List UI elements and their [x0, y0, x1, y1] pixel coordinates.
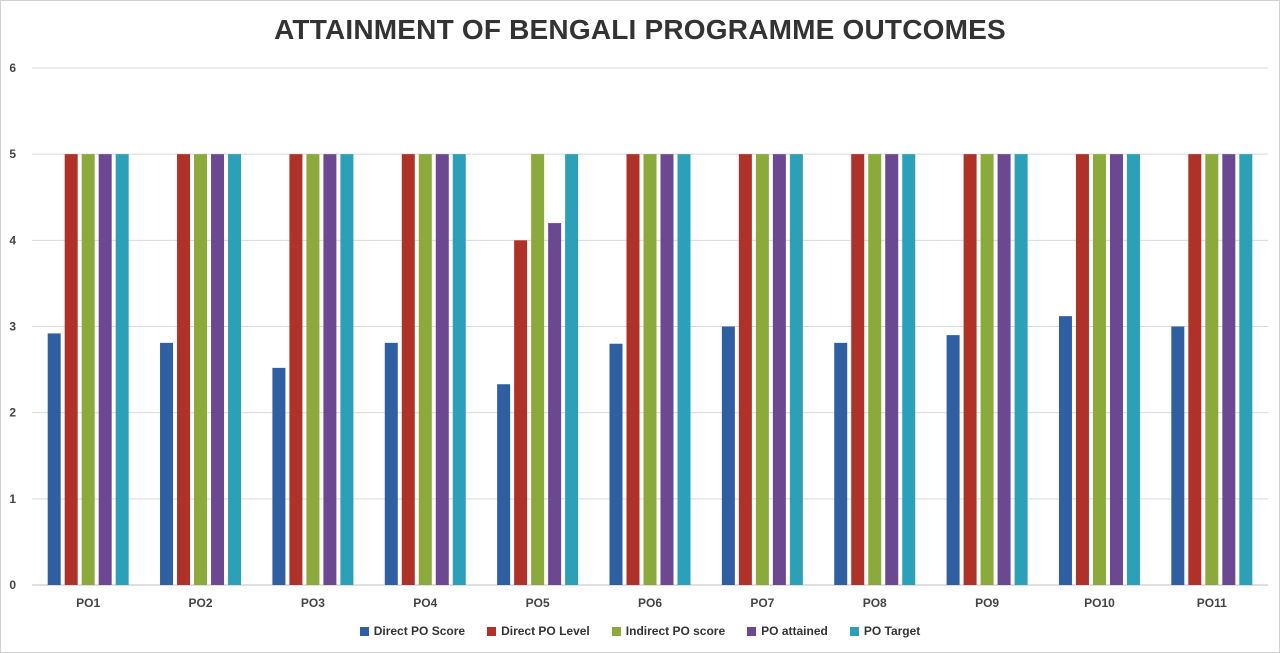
- bar-po8-series-1: [834, 342, 848, 585]
- legend-label: PO Target: [863, 624, 921, 638]
- bar-po8-series-3: [868, 154, 882, 585]
- x-tick-label: PO7: [750, 596, 774, 610]
- x-tick-label: PO3: [301, 596, 325, 610]
- bar-po11-series-4: [1222, 154, 1236, 585]
- bar-po5-series-5: [565, 154, 579, 585]
- bar-po2-series-2: [177, 154, 191, 585]
- y-tick-label: 3: [9, 320, 16, 334]
- bar-po5-series-2: [514, 240, 528, 586]
- bar-po6-series-1: [609, 343, 623, 585]
- bar-po3-series-4: [323, 154, 337, 585]
- bar-po1-series-1: [47, 333, 61, 585]
- bar-po11-series-2: [1188, 154, 1202, 585]
- bar-po9-series-1: [946, 335, 960, 585]
- legend-item: Indirect PO score: [611, 624, 726, 638]
- bar-po3-series-5: [340, 154, 354, 585]
- bar-po8-series-2: [851, 154, 865, 585]
- x-tick-label: PO2: [189, 596, 213, 610]
- bar-po1-series-3: [81, 154, 95, 585]
- bar-po4-series-5: [452, 154, 466, 585]
- x-tick-label: PO4: [413, 596, 437, 610]
- bar-po10-series-1: [1058, 316, 1072, 585]
- legend-label: Direct PO Level: [501, 624, 590, 638]
- bar-po9-series-5: [1014, 154, 1028, 585]
- bar-po9-series-2: [963, 154, 977, 585]
- x-tick-label: PO9: [975, 596, 999, 610]
- bar-po6-series-2: [626, 154, 640, 585]
- legend-swatch: [849, 626, 859, 636]
- bar-po9-series-3: [980, 154, 994, 585]
- bar-po7-series-3: [755, 154, 769, 585]
- bar-po3-series-2: [289, 154, 303, 585]
- bar-po11-series-1: [1171, 326, 1185, 585]
- x-tick-label: PO1: [76, 596, 100, 610]
- bar-po7-series-5: [789, 154, 803, 585]
- bar-po6-series-4: [660, 154, 674, 585]
- x-tick-label: PO11: [1197, 596, 1227, 610]
- bar-po10-series-3: [1092, 154, 1106, 585]
- y-tick-label: 6: [9, 61, 16, 75]
- legend-swatch: [611, 626, 621, 636]
- x-tick-label: PO10: [1084, 596, 1115, 610]
- bar-po1-series-2: [64, 154, 78, 585]
- bar-po9-series-4: [997, 154, 1011, 585]
- bar-po3-series-3: [306, 154, 320, 585]
- bar-po6-series-5: [677, 154, 691, 585]
- legend-item: Direct PO Level: [487, 624, 590, 638]
- legend-item: PO Target: [849, 624, 921, 638]
- bar-po11-series-3: [1205, 154, 1219, 585]
- bar-po7-series-2: [738, 154, 752, 585]
- bar-po4-series-2: [401, 154, 415, 585]
- legend-item: Direct PO Score: [359, 624, 466, 638]
- legend-label: Indirect PO score: [625, 624, 726, 638]
- x-tick-label: PO8: [863, 596, 887, 610]
- bar-po5-series-3: [531, 154, 545, 585]
- legend-swatch: [487, 626, 497, 636]
- bar-po10-series-5: [1126, 154, 1140, 585]
- bar-po8-series-4: [885, 154, 899, 585]
- chart-legend: Direct PO Score Direct PO Level Indirect P…: [0, 624, 1280, 638]
- bar-po4-series-3: [418, 154, 432, 585]
- bar-po4-series-1: [384, 342, 398, 585]
- legend-swatch: [747, 626, 757, 636]
- bar-po10-series-4: [1109, 154, 1123, 585]
- y-tick-label: 2: [9, 406, 16, 420]
- bar-po11-series-5: [1239, 154, 1253, 585]
- bar-po10-series-2: [1075, 154, 1089, 585]
- bar-po5-series-1: [497, 384, 511, 585]
- legend-label: Direct PO Score: [373, 624, 466, 638]
- y-tick-label: 4: [9, 233, 16, 247]
- bar-po2-series-4: [211, 154, 225, 585]
- bar-po8-series-5: [902, 154, 916, 585]
- bar-po1-series-4: [98, 154, 112, 585]
- bar-po3-series-1: [272, 367, 286, 585]
- bar-po2-series-3: [194, 154, 208, 585]
- x-tick-label: PO5: [526, 596, 550, 610]
- legend-item: PO attained: [747, 624, 828, 638]
- bar-po2-series-5: [228, 154, 242, 585]
- legend-swatch: [359, 626, 369, 636]
- bar-po1-series-5: [115, 154, 129, 585]
- bar-po5-series-4: [548, 223, 562, 585]
- y-tick-label: 0: [9, 578, 16, 592]
- y-tick-label: 5: [9, 147, 16, 161]
- x-tick-label: PO6: [638, 596, 662, 610]
- bar-po2-series-1: [160, 342, 174, 585]
- chart-title: ATTAINMENT OF BENGALI PROGRAMME OUTCOMES: [274, 14, 1006, 45]
- bar-po7-series-1: [721, 326, 735, 585]
- bar-po6-series-3: [643, 154, 657, 585]
- bar-po4-series-4: [435, 154, 449, 585]
- y-tick-label: 1: [9, 492, 16, 506]
- legend-label: PO attained: [761, 624, 828, 638]
- bar-po7-series-4: [772, 154, 786, 585]
